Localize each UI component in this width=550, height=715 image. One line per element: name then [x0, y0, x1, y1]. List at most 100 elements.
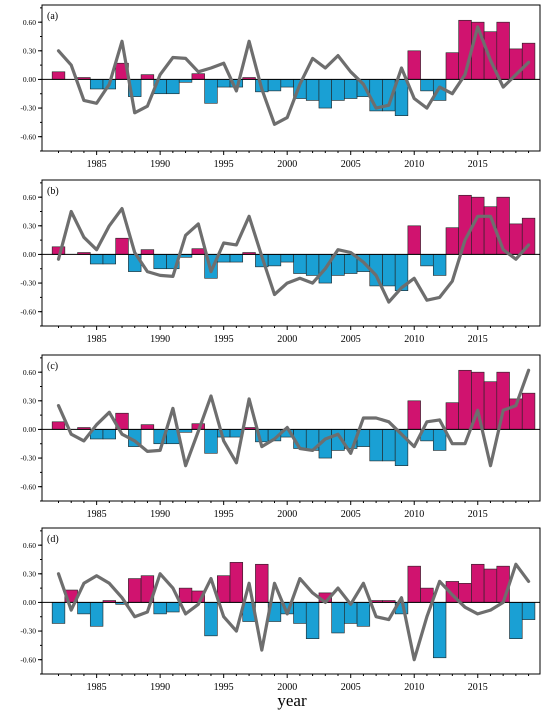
bar-1992 [178, 587, 193, 603]
bar-2014 [458, 194, 472, 255]
x-tick-label: 2015 [468, 159, 488, 170]
bar-2011 [420, 254, 434, 267]
panel-label: (b) [47, 186, 59, 197]
bar-2006 [356, 602, 371, 627]
y-tick-label: 0.60 [23, 541, 36, 550]
x-tick-label: 2005 [341, 509, 361, 520]
y-tick-label: -0.30 [20, 627, 36, 636]
bar-2002 [305, 602, 320, 639]
bar-1994 [204, 602, 218, 637]
bar-2008 [382, 429, 396, 462]
x-tick-label: 1995 [214, 509, 234, 520]
bar-2002 [305, 254, 320, 276]
panel-4: (d) 0.60 0.30 0.00 -0.30 -0.60 1985 1990 1995 200… [20, 527, 541, 693]
bar-1985 [89, 254, 104, 265]
bar-2013 [445, 52, 459, 80]
y-tick-label: 0.30 [23, 221, 36, 230]
x-tick-label: 2010 [404, 334, 424, 345]
series-line [56, 562, 531, 662]
bar-2018 [509, 602, 523, 639]
bar-2010 [407, 565, 421, 603]
x-tick-label: 2000 [277, 334, 297, 345]
x-axis-title: year [277, 691, 307, 710]
x-tick-label: 2005 [341, 159, 361, 170]
bar-1985 [89, 79, 104, 90]
series-line [56, 368, 531, 468]
panel-3: (c) 0.60 0.30 0.00 -0.30 -0.60 1985 1990 1995 200… [20, 354, 541, 520]
y-tick-label: -0.30 [20, 279, 36, 288]
bar-1998 [255, 563, 269, 603]
y-tick-label: 0.30 [23, 396, 36, 405]
bar-1987 [115, 237, 129, 255]
x-tick-label: 1990 [150, 682, 170, 693]
panel-1: (a) 0.60 0.30 0.00 -0.30 -0.60 1985 1990 1995 200… [20, 4, 541, 170]
bar-2001 [293, 254, 307, 274]
y-tick-label: -0.60 [20, 307, 36, 316]
bar-2003 [318, 79, 332, 109]
panel-label: (c) [47, 361, 58, 372]
bar-2004 [331, 79, 345, 101]
panel-frame [41, 4, 541, 152]
x-tick-label: 1995 [214, 682, 234, 693]
bar-1984 [77, 602, 91, 615]
bar-2010 [407, 225, 421, 255]
bar-1982 [51, 602, 66, 624]
panel-label: (d) [47, 534, 59, 545]
bar-2000 [280, 254, 294, 263]
x-tick-label: 1990 [150, 159, 170, 170]
panel-frame [41, 527, 541, 675]
x-tick-label: 1985 [87, 509, 107, 520]
bar-1982 [51, 71, 66, 80]
panel-2: (b) 0.60 0.30 0.00 -0.30 -0.60 1985 1990 1995 200… [20, 179, 541, 345]
bar-2005 [344, 79, 358, 99]
bar-1996 [229, 562, 244, 603]
y-tick-label: -0.60 [20, 132, 36, 141]
bar-1996 [229, 254, 244, 263]
x-tick-label: 2015 [468, 509, 488, 520]
bar-1993 [191, 73, 205, 80]
bar-2013 [445, 227, 459, 255]
bar-2016 [483, 381, 498, 430]
bar-2007 [369, 429, 383, 462]
x-tick-label: 1985 [87, 682, 107, 693]
bar-1990 [153, 254, 167, 270]
bar-1982 [51, 421, 66, 430]
x-tick-label: 2010 [404, 509, 424, 520]
x-tick-label: 1990 [150, 334, 170, 345]
bar-2017 [496, 371, 510, 430]
bar-1991 [166, 602, 180, 613]
panel-frame [41, 179, 541, 327]
panel-label: (a) [47, 11, 58, 22]
bar-1994 [204, 79, 218, 104]
bar-2012 [432, 429, 447, 451]
x-tick-label: 2010 [404, 682, 424, 693]
bar-2015 [471, 563, 485, 603]
x-tick-label: 2010 [404, 159, 424, 170]
bar-2002 [305, 79, 320, 101]
x-tick-label: 1995 [214, 159, 234, 170]
bar-1986 [102, 429, 116, 440]
bar-2010 [407, 50, 421, 80]
y-tick-label: -0.30 [20, 454, 36, 463]
x-tick-label: 2000 [277, 159, 297, 170]
bar-2012 [432, 602, 447, 659]
bar-2014 [458, 583, 472, 603]
y-tick-label: 0.00 [23, 250, 36, 259]
bar-1989 [140, 249, 155, 255]
y-tick-label: 0.00 [23, 598, 36, 607]
bar-2013 [445, 402, 459, 430]
bar-1990 [153, 602, 167, 615]
x-tick-label: 2015 [468, 682, 488, 693]
y-tick-label: 0.60 [23, 368, 36, 377]
bar-1989 [140, 424, 155, 430]
bar-2017 [496, 21, 510, 80]
y-tick-label: 0.00 [23, 75, 36, 84]
bar-1985 [89, 602, 104, 627]
y-tick-label: 0.30 [23, 569, 36, 578]
bar-2018 [509, 223, 523, 255]
bar-2012 [432, 254, 447, 276]
bar-1994 [204, 429, 218, 454]
bar-2016 [483, 568, 498, 603]
series-line [56, 25, 531, 126]
